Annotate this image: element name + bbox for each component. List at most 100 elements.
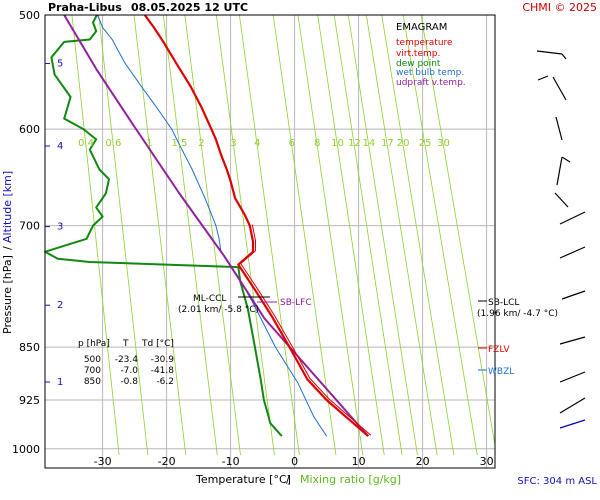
- mixing-ratio-line: [239, 14, 300, 456]
- wind-barb-icon: [552, 76, 567, 101]
- series-line-udpraft-v-temp: [63, 14, 369, 437]
- altitude-label: 4: [57, 141, 63, 152]
- table-cell: 700: [84, 366, 101, 376]
- mixing-ratio-lines: [71, 14, 496, 456]
- x-tick-label: -10: [222, 455, 240, 468]
- wind-barb-icon: [559, 246, 586, 259]
- table-cell: 500: [84, 355, 101, 365]
- wind-barb-icon: [555, 116, 563, 141]
- mixing-ratio-line: [381, 14, 455, 456]
- y-axis-title-altitude: Altitude [km]: [1, 171, 14, 243]
- x-axis-title: Temperature [°C]: [195, 473, 291, 486]
- altitude-label: 5: [57, 58, 63, 69]
- mixing-ratio-label: 0.6: [105, 138, 121, 149]
- wind-barb-icon: [561, 156, 571, 163]
- table-header-p: p [hPa]: [78, 339, 110, 349]
- mixing-ratio-label: 1: [146, 138, 152, 149]
- mixing-ratio-labels: 0.4 0.6 1 1.5 2 3 4 6 8 10 12 14 17 20 25 30: [78, 138, 450, 149]
- mixing-ratio-label: 4: [254, 138, 260, 149]
- mixing-ratio-line: [272, 14, 337, 456]
- legend-temperature: temperature: [396, 38, 453, 48]
- wind-barb-icon: [556, 156, 563, 186]
- wind-barbs: [536, 50, 586, 429]
- legend-dew-point: dew point: [396, 59, 441, 69]
- station-title: Praha-Libus: [48, 1, 122, 14]
- mixing-ratio-line: [420, 14, 496, 446]
- x-tick-label: 20: [416, 455, 430, 468]
- datetime-title: 08.05.2025 12 UTC: [131, 1, 248, 14]
- y-tick-label: 850: [19, 341, 40, 354]
- legend-updraft: udpraft v.temp.: [396, 78, 466, 88]
- mixing-ratio-label: 17: [381, 138, 394, 149]
- table-cell: -41.8: [151, 366, 175, 376]
- mixing-ratio-line: [98, 14, 149, 456]
- altitude-labels: 5 4 3 2 1: [45, 58, 63, 388]
- mixing-ratio-line: [347, 14, 418, 456]
- table-cell: -6.2: [156, 377, 174, 387]
- mixing-ratio-label: 2: [198, 138, 204, 149]
- sfc-label: SFC: 304 m ASL: [517, 476, 597, 487]
- mixing-ratio-label: 1.5: [171, 138, 187, 149]
- mixing-ratio-line: [402, 14, 478, 456]
- y-axis-separator: /: [1, 246, 14, 250]
- legend-title: EMAGRAM: [396, 22, 447, 33]
- wind-barb-icon: [559, 397, 586, 414]
- brand-label: CHMI © 2025: [522, 1, 597, 14]
- table-header-td: Td [°C]: [141, 339, 174, 349]
- mixing-ratio-label: 30: [437, 138, 450, 149]
- table-header-t: T: [122, 339, 129, 349]
- wind-barb-icon: [536, 50, 563, 55]
- sb-lfc-label: SB-LFC: [280, 298, 312, 308]
- legend-wet-bulb: wet bulb temp.: [396, 68, 464, 78]
- mixing-ratio-label: 14: [362, 138, 375, 149]
- x-tick-label: 10: [352, 455, 366, 468]
- wind-barb-icon: [561, 53, 567, 60]
- sb-lcl-name: SB-LCL: [488, 298, 519, 308]
- mixing-ratio-label: 25: [419, 138, 432, 149]
- legend-virt-temp: virt.temp.: [396, 49, 440, 59]
- altitude-label: 1: [57, 377, 63, 388]
- plot-frame: [44, 14, 496, 469]
- wind-barb-icon: [559, 419, 586, 429]
- wind-barb-icon: [559, 371, 586, 383]
- wind-barb-icon: [559, 336, 586, 345]
- mixing-ratio-line: [133, 14, 187, 456]
- mixing-ratio-line: [215, 14, 275, 456]
- mixing-ratio-line: [162, 14, 218, 456]
- series-line-wet-bulb-temp: [97, 14, 328, 437]
- mixing-ratio-label: 8: [314, 138, 320, 149]
- y-tick-label: 700: [19, 220, 40, 233]
- y-tick-label: 1000: [12, 443, 40, 456]
- series-line-dew-point: [44, 14, 283, 437]
- ml-ccl-name: ML-CCL: [193, 294, 226, 304]
- sb-lcl-value: (1.96 km/ -4.7 °C): [477, 309, 558, 319]
- mixing-ratio-label: 12: [348, 138, 361, 149]
- mixing-ratio-line: [317, 14, 385, 456]
- wind-barb-icon: [554, 192, 569, 208]
- grid-lines: [45, 14, 495, 468]
- y-tick-label: 500: [19, 9, 40, 22]
- table-cell: 850: [84, 377, 101, 387]
- x-axis-separator: /: [286, 473, 290, 486]
- altitude-label: 2: [57, 300, 63, 311]
- series-line-virtual-temp: [240, 224, 372, 436]
- series-line-temperature: [143, 14, 369, 437]
- table-cell: -0.8: [120, 377, 138, 387]
- y-tick-label: 925: [19, 394, 40, 407]
- mixing-ratio-line: [365, 14, 438, 456]
- y-tick-label: 600: [19, 123, 40, 136]
- mixing-ratio-line: [184, 14, 241, 456]
- wind-barb-icon: [537, 75, 549, 81]
- y-axis-title: Pressure [hPa]: [1, 255, 14, 334]
- series-layer: [44, 14, 372, 437]
- ml-ccl-value: (2.01 km/ -5.8 °C): [178, 305, 259, 315]
- fzlv-label: FZLV: [488, 345, 510, 355]
- mixing-ratio-label: 0.4: [78, 138, 94, 149]
- mixing-ratio-line: [333, 14, 403, 456]
- mixing-ratio-line: [297, 14, 364, 456]
- mixing-ratio-line: [71, 14, 120, 456]
- table-cell: -30.9: [151, 355, 175, 365]
- wbzl-label: WBZL: [488, 367, 514, 377]
